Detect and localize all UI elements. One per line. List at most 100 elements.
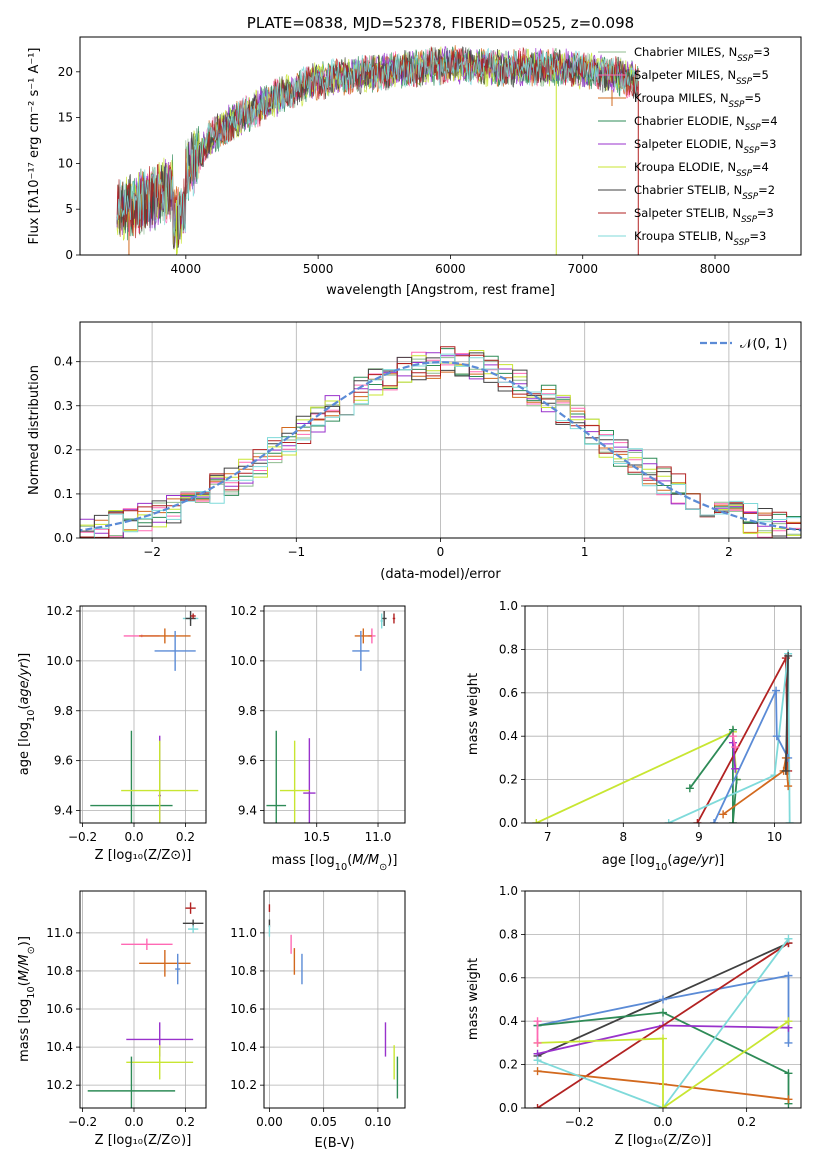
y-tick-label: 10.8 <box>46 964 73 978</box>
weight-series-line <box>785 655 789 771</box>
legend-entry-label: Kroupa MILES, NSSP=5 <box>634 91 761 110</box>
y-tick-label: 0.2 <box>54 443 73 457</box>
x-tick-label: 0.00 <box>256 1115 283 1129</box>
y-tick-label: 9.4 <box>54 804 73 818</box>
x-axis-label: Z [log₁₀(Z/Z⊙)] <box>95 1133 192 1148</box>
axes-age_vs_mass: 10.5 11.0 9.4 9.6 9.8 10.0 10.2 <box>230 604 406 844</box>
x-tick-label: 0.0 <box>124 830 143 844</box>
x-axis-label: Z [log₁₀(Z/Z⊙)] <box>615 1133 712 1148</box>
weight-point-marker <box>784 782 793 791</box>
axes-age_vs_Z: −0.2 0.0 0.2 9.4 9.6 9.8 10.0 10.2 Z [log₁₀(Z/Z⊙… <box>46 604 207 863</box>
weight-point-marker <box>785 819 794 823</box>
y-tick-label: 9.8 <box>238 704 257 718</box>
legend-entry-label: Chabrier ELODIE, NSSP=4 <box>634 114 778 133</box>
axes-frame <box>263 890 406 1109</box>
weight-point-marker <box>784 1038 793 1047</box>
y-tick-label: 0.4 <box>54 355 73 369</box>
x-tick-label: 11.0 <box>365 830 392 844</box>
y-tick-label: 20 <box>58 65 73 79</box>
y-tick-label: 0.8 <box>499 642 518 656</box>
weight-point-marker <box>532 819 541 823</box>
weight-point-marker <box>728 819 737 823</box>
y-tick-label: 0.1 <box>54 487 73 501</box>
legend-entry-label: Chabrier STELIB, NSSP=2 <box>634 183 775 202</box>
y-tick-label: 0.2 <box>499 773 518 787</box>
y-tick-label: 1.0 <box>499 599 518 613</box>
x-axis-label: wavelength [Angstrom, rest frame] <box>326 283 555 298</box>
legend-entry-label: Salpeter STELIB, NSSP=3 <box>634 206 774 225</box>
y-tick-label: 10.2 <box>230 1078 257 1092</box>
x-tick-label: −0.2 <box>68 1115 97 1129</box>
weight-point-marker <box>784 971 793 980</box>
y-tick-label: 10.2 <box>46 1078 73 1092</box>
plot-area-age_vs_mass <box>266 610 396 823</box>
weight-series-line <box>713 690 789 823</box>
x-tick-label: 0.2 <box>176 1115 195 1129</box>
x-axis-label: mass [log10(M/M⊙)] <box>272 853 398 873</box>
axes-spectrum: 4000 5000 6000 7000 8000 0 5 10 15 20 <box>58 36 802 276</box>
x-tick-label: −1 <box>287 545 305 559</box>
y-tick-label: 15 <box>58 111 73 125</box>
plot-area-residuals <box>80 346 801 538</box>
axes-frame <box>79 605 207 824</box>
y-tick-label: 0.2 <box>499 1058 518 1072</box>
y-axis-label: mass [log10(M/M⊙)] <box>17 936 37 1062</box>
weight-series-line <box>537 938 790 1108</box>
x-tick-label: 0.2 <box>737 1115 756 1129</box>
x-tick-label: 8 <box>619 830 627 844</box>
y-tick-label: 0.6 <box>499 971 518 985</box>
axes-frame <box>79 890 207 1109</box>
axes-residuals: −2 −1 0 1 2 0.0 0.1 0.2 0.3 0.4 <box>54 321 802 559</box>
axes-mass_vs_ebv: 0.00 0.05 0.10 10.2 10.4 10.6 10.8 11.0 <box>230 890 406 1129</box>
weight-point-marker <box>781 766 790 775</box>
y-tick-label: 9.6 <box>54 754 73 768</box>
weight-point-marker <box>664 819 673 823</box>
x-axis-label: E(B-V) <box>314 1136 354 1151</box>
x-tick-label: 0.0 <box>124 1115 143 1129</box>
x-axis-label: Z [log₁₀(Z/Z⊙)] <box>95 848 192 863</box>
residual-histogram-step <box>80 353 801 538</box>
x-tick-label: 7000 <box>567 262 598 276</box>
axes-weight_vs_Z: −0.2 0.0 0.2 0.0 0.2 0.4 0.6 0.8 1.0 Z [log₁₀(Z/Z… <box>499 884 802 1148</box>
y-axis-label: mass weight <box>466 958 481 1040</box>
x-tick-label: 10.5 <box>303 830 330 844</box>
y-axis-label: Normed distribution <box>27 365 42 495</box>
y-tick-label: 10 <box>58 156 73 170</box>
x-tick-label: 0.05 <box>310 1115 337 1129</box>
weight-point-marker <box>533 1017 542 1026</box>
weight-point-marker <box>731 764 740 773</box>
legend-entry-label: Salpeter MILES, NSSP=5 <box>634 68 769 87</box>
x-tick-label: −0.2 <box>565 1115 594 1129</box>
x-tick-label: 1 <box>581 545 589 559</box>
y-axis-label: Flux [fλ10⁻¹⁷ erg cm⁻² s⁻¹ A⁻¹] <box>27 48 42 245</box>
x-tick-label: 2 <box>725 545 733 559</box>
weight-point-marker <box>784 1069 793 1078</box>
weight-point-marker <box>659 1008 667 1017</box>
weight-series-line <box>537 1020 790 1108</box>
weight-point-marker <box>533 1038 542 1047</box>
y-tick-label: 0.0 <box>54 531 73 545</box>
legend-entry-label: Kroupa STELIB, NSSP=3 <box>634 229 766 248</box>
x-tick-label: 0 <box>437 545 445 559</box>
weight-point-marker <box>693 819 702 823</box>
weight-point-marker <box>659 995 667 1004</box>
weight-point-marker <box>772 732 781 741</box>
y-tick-label: 10.6 <box>46 1002 73 1016</box>
weight-point-marker <box>685 784 694 793</box>
legend-entry-label: 𝒩(0, 1) <box>740 337 787 352</box>
y-tick-label: 9.4 <box>238 804 257 818</box>
spectrum-series-line <box>116 47 639 240</box>
x-tick-label: 0.10 <box>365 1115 392 1129</box>
y-tick-label: 10.4 <box>46 1040 73 1054</box>
y-tick-label: 0.0 <box>499 816 518 830</box>
y-tick-label: 1.0 <box>499 884 518 898</box>
x-tick-label: 5000 <box>303 262 334 276</box>
x-axis-label: age [log10(age/yr)] <box>602 853 725 873</box>
y-tick-label: 9.8 <box>54 704 73 718</box>
y-tick-label: 10.8 <box>230 964 257 978</box>
y-tick-label: 0.8 <box>499 927 518 941</box>
plot-area-spectrum <box>116 45 639 255</box>
y-tick-label: 5 <box>65 202 73 216</box>
y-tick-label: 10.6 <box>230 1002 257 1016</box>
